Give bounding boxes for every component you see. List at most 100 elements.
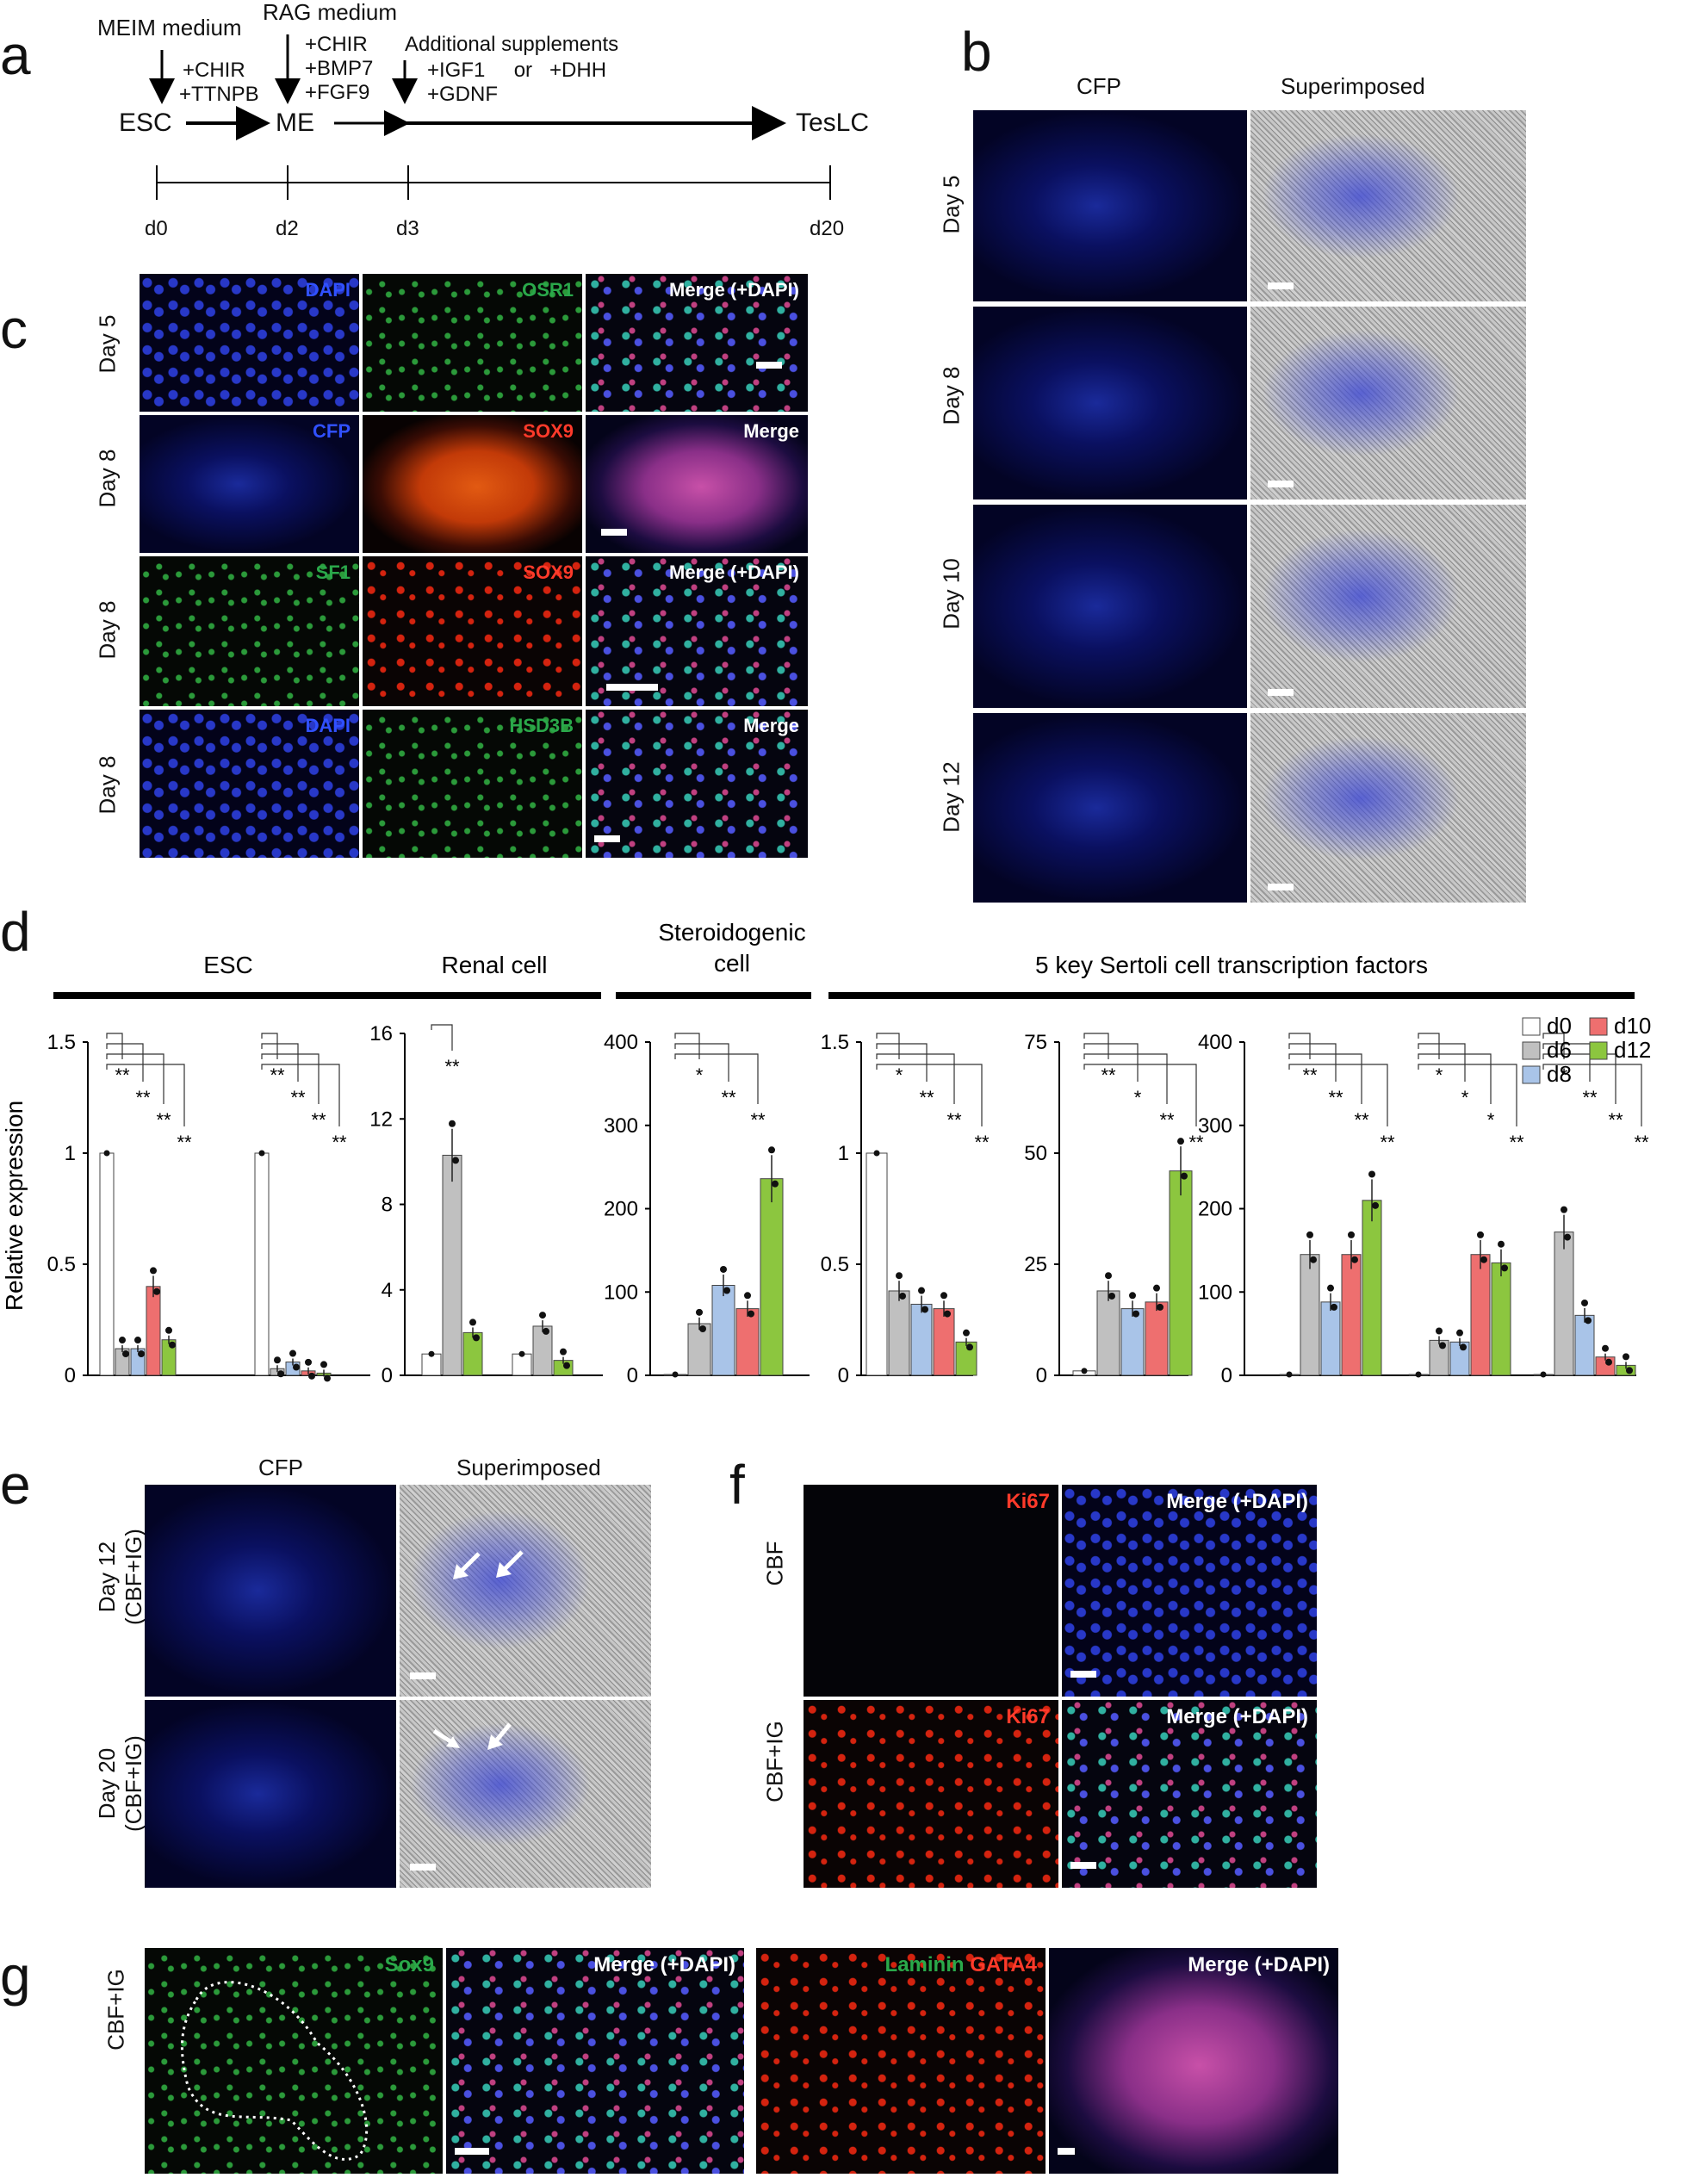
g-label-merge-1: Merge (+DAPI) <box>593 1953 735 1976</box>
y-tick-label: 1 <box>838 1142 849 1165</box>
panel-b-row-day8: Day 8 <box>938 366 965 425</box>
scale-bar <box>594 835 620 842</box>
data-point <box>1331 1303 1337 1311</box>
significance-mark: * <box>1436 1064 1443 1086</box>
legend-label-d10: d10 <box>1614 1013 1651 1039</box>
f-r2-label-2: Merge (+DAPI) <box>1166 1705 1308 1728</box>
data-point <box>1286 1371 1293 1378</box>
data-point <box>165 1326 172 1334</box>
data-point <box>1129 1292 1136 1300</box>
significance-bracket <box>431 1024 453 1051</box>
significance-mark: * <box>896 1064 903 1086</box>
bar-dmrt1-d12 <box>955 1341 977 1376</box>
scale-bar <box>410 1672 436 1679</box>
significance-bracket <box>261 1053 320 1104</box>
arrow-icon <box>432 1722 512 1750</box>
data-point <box>672 1371 679 1378</box>
legend-swatch-d10 <box>1589 1017 1608 1036</box>
data-point <box>768 1146 775 1154</box>
y-tick-label: 25 <box>1024 1253 1047 1276</box>
data-point <box>1602 1344 1609 1352</box>
panel-a-letter: a <box>0 24 31 86</box>
significance-bracket <box>674 1043 729 1082</box>
bar-hoxd11-d6 <box>532 1325 553 1376</box>
data-point <box>539 1312 546 1319</box>
f-r1-label-1: Ki67 <box>1006 1490 1050 1513</box>
g-label-gata4: GATA4 <box>970 1953 1037 1976</box>
data-point <box>1561 1206 1567 1213</box>
y-tick-label: 4 <box>382 1279 393 1302</box>
scale-bar <box>1268 689 1294 696</box>
y-tick-label: 300 <box>1198 1114 1232 1138</box>
c-r1-label-1: DAPI <box>305 279 351 301</box>
group-header: ESC <box>203 952 253 978</box>
significance-mark: ** <box>311 1109 326 1131</box>
data-point <box>1132 1310 1139 1318</box>
panel-d-bar-charts: ESC Renal cell Steroidogenic cell 5 key Sert… <box>1 921 1651 1387</box>
bar-foxd1-d0 <box>421 1353 442 1376</box>
group-header: Renal cell <box>442 952 548 978</box>
c-r3-label-2: SOX9 <box>523 562 574 583</box>
significance-bracket <box>261 1043 299 1082</box>
c-merge-day8-c-image: Merge <box>586 710 808 858</box>
significance-mark: * <box>696 1064 704 1086</box>
rag-supplement-1: +CHIR <box>305 33 368 56</box>
g-merge-laminin-image: Merge (+DAPI) <box>1049 1948 1338 2174</box>
c-r4-label-2: HSD3B <box>509 715 574 736</box>
significance-bracket <box>106 1033 123 1059</box>
legend-label-d12: d12 <box>1614 1037 1651 1063</box>
scale-bar <box>1070 1862 1096 1869</box>
c-sox9-day8-image: SOX9 <box>363 415 582 553</box>
data-point <box>720 1265 727 1273</box>
significance-bracket <box>1418 1064 1517 1126</box>
significance-mark: ** <box>1380 1132 1395 1153</box>
timeline-arrows <box>149 34 831 200</box>
bar-hsd3b1-d8 <box>711 1285 735 1376</box>
g-label-merge-2: Merge (+DAPI) <box>1188 1953 1330 1976</box>
panel-e-col-cfp: CFP <box>258 1455 303 1480</box>
rag-medium-label: RAG medium <box>263 0 398 25</box>
data-point <box>169 1341 176 1349</box>
significance-bracket <box>1288 1064 1388 1126</box>
bar-nanog-d0 <box>254 1152 270 1376</box>
data-point <box>1327 1284 1334 1292</box>
legend-swatch-d6 <box>1522 1041 1541 1060</box>
legend-swatch-d8 <box>1522 1065 1541 1084</box>
significance-bracket <box>674 1033 700 1059</box>
y-tick-label: 0 <box>382 1364 393 1387</box>
panel-b-col-superimposed: Superimposed <box>1281 73 1425 99</box>
day-d0: d0 <box>145 217 168 240</box>
bar-hsd3b1-d6 <box>687 1323 711 1376</box>
bar-dmrt1-d0 <box>866 1152 888 1376</box>
significance-bracket <box>1418 1053 1492 1104</box>
data-point <box>518 1350 525 1357</box>
y-tick-label: 100 <box>1198 1281 1232 1304</box>
significance-mark: ** <box>919 1087 934 1108</box>
g-laminin-gata4-image: Laminin GATA4 <box>756 1948 1046 2174</box>
significance-mark: ** <box>750 1109 766 1131</box>
c-sf1-day8-image: SF1 <box>140 556 359 706</box>
data-point <box>1105 1272 1112 1280</box>
data-point <box>873 1150 880 1157</box>
data-point <box>150 1267 157 1275</box>
b-superimposed-day8-image <box>1250 307 1526 499</box>
data-point <box>308 1372 315 1380</box>
data-point <box>305 1358 312 1366</box>
g-merge-sox9-image: Merge (+DAPI) <box>446 1948 744 2174</box>
y-tick-label: 0 <box>65 1364 76 1387</box>
significance-mark: ** <box>1509 1132 1524 1153</box>
panel-c-row-2: Day 8 <box>94 449 121 508</box>
data-point <box>1460 1343 1467 1351</box>
legend-label-d0: d0 <box>1547 1013 1572 1039</box>
legend-label-d6: d6 <box>1547 1037 1572 1063</box>
y-tick-label: 1.5 <box>47 1031 76 1054</box>
panel-c-row-1: Day 5 <box>94 314 121 374</box>
e-cfp-day12-image <box>145 1485 396 1697</box>
data-point <box>153 1287 160 1295</box>
f-ki67-cbf-ig-image: Ki67 <box>804 1700 1058 1888</box>
data-point <box>1585 1317 1592 1325</box>
b-superimposed-day10-image <box>1250 505 1526 708</box>
bar-dmrt1-d10 <box>933 1308 955 1376</box>
c-dapi-day5-image: DAPI <box>140 274 359 412</box>
data-point <box>452 1157 459 1164</box>
